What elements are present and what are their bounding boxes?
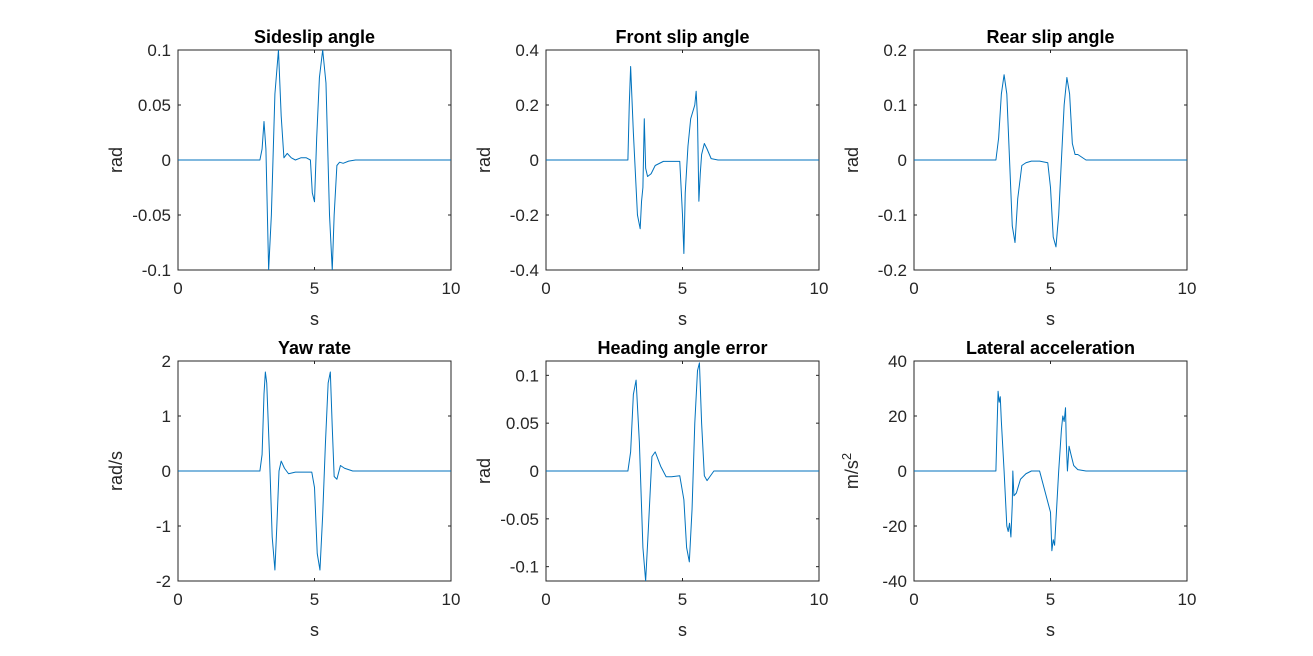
y-tick-label: -40 xyxy=(882,572,907,591)
y-tick-label: 0.1 xyxy=(515,366,539,385)
x-axis-label: s xyxy=(678,620,687,640)
subplot-4: 0 5 10 -2 -1 0 1 2 Yaw rate s rad/s xyxy=(106,338,460,640)
x-tick-label: 10 xyxy=(810,590,829,609)
x-axis-label: s xyxy=(1046,309,1055,329)
series-line xyxy=(914,390,1187,552)
y-tick-label: 0.4 xyxy=(515,41,539,60)
y-tick-label: 0.05 xyxy=(506,414,539,433)
chart-title: Front slip angle xyxy=(615,27,749,47)
y-tick-label: -0.05 xyxy=(132,206,171,225)
x-tick-label: 5 xyxy=(310,279,319,298)
x-tick-label: 0 xyxy=(173,279,182,298)
x-tick-label: 10 xyxy=(1178,279,1197,298)
y-axis-label: rad xyxy=(474,458,494,484)
y-tick-label: -0.05 xyxy=(500,510,539,529)
y-tick-label: 0.1 xyxy=(147,41,171,60)
y-tick-label: 2 xyxy=(162,352,171,371)
subplot-3: 0 5 10 -0.2 -0.1 0 0.1 0.2 Rear slip angle s rad xyxy=(842,27,1196,329)
y-tick-label: 0.05 xyxy=(138,96,171,115)
y-tick-label: 0 xyxy=(530,151,539,170)
y-tick-label: -0.1 xyxy=(142,261,171,280)
y-axis-label: rad xyxy=(842,147,862,173)
x-tick-label: 0 xyxy=(541,590,550,609)
chart-title: Rear slip angle xyxy=(986,27,1114,47)
y-tick-label: 0.2 xyxy=(515,96,539,115)
y-tick-label: 0 xyxy=(162,151,171,170)
x-axis-label: s xyxy=(310,309,319,329)
x-tick-label: 5 xyxy=(678,279,687,298)
subplot-2: 0 5 10 -0.4 -0.2 0 0.2 0.4 Front slip angle s rad xyxy=(474,27,828,329)
y-tick-label: -0.1 xyxy=(878,206,907,225)
y-tick-label: -0.2 xyxy=(878,261,907,280)
y-axis-label: rad/s xyxy=(106,451,126,491)
subplot-6: 0 5 10 -40 -20 0 20 40 Lateral acceleration s m/s2 xyxy=(839,338,1196,640)
x-tick-label: 5 xyxy=(1046,279,1055,298)
series-line xyxy=(178,50,451,270)
x-tick-label: 5 xyxy=(678,590,687,609)
x-axis-label: s xyxy=(310,620,319,640)
y-tick-label: 40 xyxy=(888,352,907,371)
y-axis-label: m/s2 xyxy=(839,453,862,489)
x-axis-label: s xyxy=(678,309,687,329)
y-tick-label: -2 xyxy=(156,572,171,591)
y-axis-label: rad xyxy=(106,147,126,173)
x-tick-label: 0 xyxy=(909,590,918,609)
y-axis-label: rad xyxy=(474,147,494,173)
x-tick-label: 10 xyxy=(442,279,461,298)
series-line xyxy=(546,66,819,254)
y-tick-label: 0 xyxy=(162,462,171,481)
subplot-5: 0 5 10 -0.1 -0.05 0 0.05 0.1 Heading angle error… xyxy=(474,338,828,640)
subplot-1: 0 5 10 -0.1 -0.05 0 0.05 0.1 Sideslip angle s rad xyxy=(106,27,460,329)
chart-title: Lateral acceleration xyxy=(966,338,1135,358)
y-tick-label: 0 xyxy=(898,151,907,170)
x-tick-label: 5 xyxy=(310,590,319,609)
y-axis-label-superscript: 2 xyxy=(839,453,854,460)
y-tick-label: 0 xyxy=(898,462,907,481)
x-tick-label: 10 xyxy=(810,279,829,298)
series-line xyxy=(914,74,1187,248)
series-line xyxy=(546,362,819,581)
chart-title: Sideslip angle xyxy=(254,27,375,47)
y-tick-label: -20 xyxy=(882,517,907,536)
y-tick-label: 1 xyxy=(162,407,171,426)
chart-title: Heading angle error xyxy=(597,338,767,358)
x-tick-label: 0 xyxy=(541,279,550,298)
x-tick-label: 5 xyxy=(1046,590,1055,609)
y-tick-label: -0.4 xyxy=(510,261,539,280)
y-tick-label: -1 xyxy=(156,517,171,536)
y-tick-label: -0.2 xyxy=(510,206,539,225)
x-axis-label: s xyxy=(1046,620,1055,640)
series-line xyxy=(178,371,451,571)
x-tick-label: 0 xyxy=(173,590,182,609)
y-tick-label: 0.1 xyxy=(883,96,907,115)
y-tick-label: 0.2 xyxy=(883,41,907,60)
y-tick-label: 0 xyxy=(530,462,539,481)
chart-title: Yaw rate xyxy=(278,338,351,358)
y-tick-label: 20 xyxy=(888,407,907,426)
x-tick-label: 10 xyxy=(442,590,461,609)
y-tick-label: -0.1 xyxy=(510,558,539,577)
x-tick-label: 0 xyxy=(909,279,918,298)
x-tick-label: 10 xyxy=(1178,590,1197,609)
